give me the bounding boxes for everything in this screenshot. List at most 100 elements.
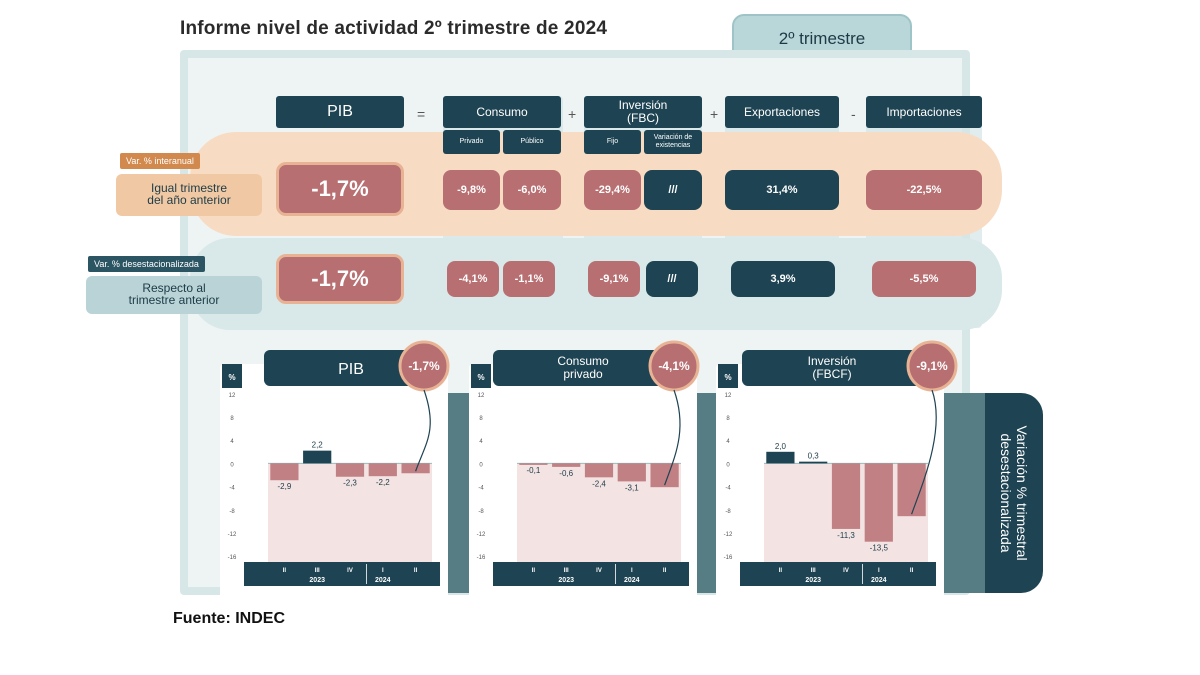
value-privado-interanual: -9,8% xyxy=(443,170,500,210)
bar-label-1-2: -2,4 xyxy=(592,479,606,488)
x-tick-1-4: II xyxy=(663,568,667,574)
value-pib-desest: -1,7% xyxy=(276,254,404,304)
bar-2-4 xyxy=(897,463,926,517)
y-tick-2-7: -16 xyxy=(724,555,733,561)
subheader-existencias: Variación de existencias xyxy=(644,130,702,154)
y-tick-1-6: -12 xyxy=(477,532,486,538)
value-existencias-desest: /// xyxy=(646,261,698,297)
bar-1-1 xyxy=(552,463,581,467)
positive-zone-0 xyxy=(268,388,432,464)
x-axis-strip-0 xyxy=(244,562,440,586)
bar-label-2-1: 0,3 xyxy=(808,452,820,461)
year-label-1-1: 2024 xyxy=(624,577,640,584)
y-tick-2-2: 4 xyxy=(726,439,730,445)
header-exportaciones: Exportaciones xyxy=(725,96,839,128)
x-tick-0-1: III xyxy=(315,568,320,574)
header-pib: PIB xyxy=(276,96,404,128)
bar-1-2 xyxy=(584,463,614,478)
chart-badge-text-1: -4,1% xyxy=(658,359,690,373)
chart-title-box-1 xyxy=(493,350,673,386)
y-unit-label-2: % xyxy=(724,373,731,382)
header-consumo: Consumo xyxy=(443,96,561,128)
bar-0-2 xyxy=(335,463,365,477)
value-import-interanual: -22,5% xyxy=(866,170,982,210)
chart-title-box-2 xyxy=(742,350,922,386)
x-tick-0-0: II xyxy=(283,568,287,574)
bar-label-0-1: 2,2 xyxy=(312,441,324,450)
bar-label-1-3: -3,1 xyxy=(625,483,639,492)
bar-2-1 xyxy=(799,461,828,464)
bar-2-2 xyxy=(831,463,861,529)
y-tick-2-3: 0 xyxy=(726,462,730,468)
y-tick-0-2: 4 xyxy=(230,439,234,445)
op-plus-1: + xyxy=(568,106,577,122)
bar-0-3 xyxy=(368,463,397,477)
year-label-2-0: 2023 xyxy=(805,577,821,584)
positive-zone-2 xyxy=(764,388,928,464)
value-existencias-interanual: /// xyxy=(644,170,702,210)
source-note: Fuente: INDEC xyxy=(173,610,285,627)
y-unit-label-0: % xyxy=(228,373,235,382)
chart-title-2-0: Inversión xyxy=(808,354,857,368)
bar-label-2-3: -13,5 xyxy=(870,544,889,553)
header-inversion: Inversión (FBC) xyxy=(584,96,702,128)
bar-1-4 xyxy=(650,463,679,488)
desc-desestacionalizada: Respecto al trimestre anterior xyxy=(86,276,262,314)
value-publico-interanual: -6,0% xyxy=(503,170,561,210)
y-tick-2-5: -8 xyxy=(725,509,731,515)
y-tick-0-0: 12 xyxy=(229,393,236,399)
chart-title-2-1: (FBCF) xyxy=(812,367,851,381)
x-axis-strip-1 xyxy=(493,562,689,586)
value-pib-interanual: -1,7% xyxy=(276,162,404,216)
badge-connector-1 xyxy=(664,389,681,486)
side-label-box xyxy=(985,393,1043,593)
x-tick-0-4: II xyxy=(414,568,418,574)
y-tick-2-6: -12 xyxy=(724,532,733,538)
value-privado-desest: -4,1% xyxy=(447,261,499,297)
op-equals: = xyxy=(417,106,426,122)
value-import-desest: -5,5% xyxy=(872,261,976,297)
y-tick-1-4: -4 xyxy=(478,486,484,492)
bar-label-2-2: -11,3 xyxy=(837,531,855,540)
y-tick-0-6: -12 xyxy=(228,532,237,538)
y-tick-1-1: 8 xyxy=(479,416,483,422)
bar-2-3 xyxy=(864,463,893,542)
bar-0-4 xyxy=(401,463,430,474)
y-tick-0-7: -16 xyxy=(228,555,237,561)
year-label-2-1: 2024 xyxy=(871,577,887,584)
x-tick-2-3: I xyxy=(878,568,880,574)
x-tick-0-2: IV xyxy=(347,568,353,574)
y-tick-2-1: 8 xyxy=(726,416,730,422)
value-export-interanual: 31,4% xyxy=(725,170,839,210)
y-tick-0-4: -4 xyxy=(229,486,235,492)
value-export-desest: 3,9% xyxy=(731,261,835,297)
y-unit-box-2 xyxy=(718,364,738,388)
y-tick-1-0: 12 xyxy=(478,393,485,399)
op-plus-2: + xyxy=(710,106,719,122)
bar-1-0 xyxy=(519,463,548,465)
bar-0-1 xyxy=(303,450,332,464)
year-label-1-0: 2023 xyxy=(558,577,574,584)
y-tick-1-5: -8 xyxy=(478,509,484,515)
chart-title-1-0: Consumo xyxy=(557,354,609,368)
header-importaciones: Importaciones xyxy=(866,96,982,128)
bar-1-3 xyxy=(617,463,646,482)
chart-title-1-1: privado xyxy=(563,367,603,381)
subheader-fijo: Fijo xyxy=(584,130,641,154)
x-tick-2-1: III xyxy=(811,568,816,574)
bar-label-0-3: -2,2 xyxy=(376,478,390,487)
y-unit-box-1 xyxy=(471,364,491,388)
value-publico-desest: -1,1% xyxy=(503,261,555,297)
bar-label-0-0: -2,9 xyxy=(278,482,292,491)
x-tick-2-2: IV xyxy=(843,568,849,574)
positive-zone-1 xyxy=(517,388,681,464)
subheader-privado: Privado xyxy=(443,130,500,154)
bar-label-0-2: -2,3 xyxy=(343,479,357,488)
bar-label-1-1: -0,6 xyxy=(559,469,573,478)
x-tick-1-0: II xyxy=(532,568,536,574)
y-tick-0-5: -8 xyxy=(229,509,235,515)
x-tick-0-3: I xyxy=(382,568,384,574)
y-tick-2-4: -4 xyxy=(725,486,731,492)
x-tick-1-1: III xyxy=(564,568,569,574)
